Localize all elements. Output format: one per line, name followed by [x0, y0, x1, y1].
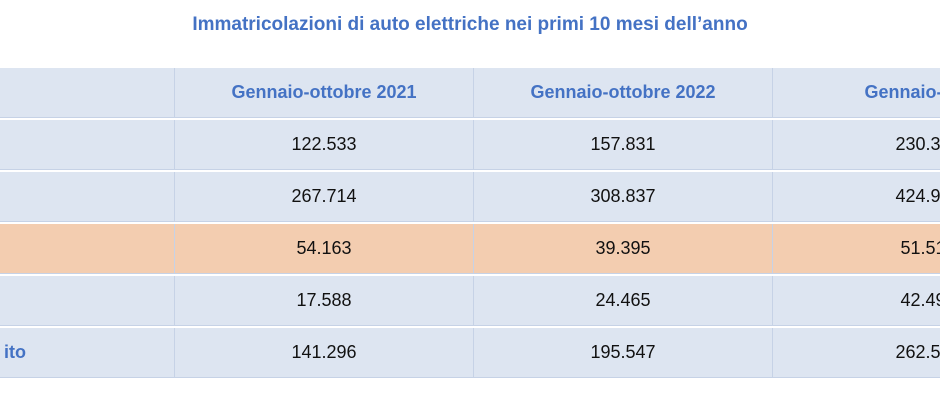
- header-cell-2021: Gennaio-ottobre 2021: [175, 68, 474, 117]
- header-cell-2023: Gennaio-ottol: [864, 82, 940, 102]
- row-label: [0, 276, 175, 325]
- table-row: 17.588 24.465 42.49: [0, 276, 940, 326]
- row-label: [0, 172, 175, 221]
- table-row: 122.533 157.831 230.35: [0, 120, 940, 170]
- table-cell: 157.831: [474, 120, 773, 169]
- header-cell-2022: Gennaio-ottobre 2022: [474, 68, 773, 117]
- table-cell: 262.53: [895, 342, 940, 362]
- header-cell-label: [0, 68, 175, 117]
- chart-title: Immatricolazioni di auto elettriche nei …: [192, 14, 748, 35]
- row-label: [0, 224, 175, 273]
- table-header-row: Gennaio-ottobre 2021 Gennaio-ottobre 202…: [0, 68, 940, 118]
- table-cell: 24.465: [474, 276, 773, 325]
- table-cell: 42.49: [900, 290, 940, 310]
- table-cell: 39.395: [474, 224, 773, 273]
- row-label: [0, 120, 175, 169]
- table-row-highlighted: 54.163 39.395 51.51: [0, 224, 940, 274]
- table-cell: 122.533: [175, 120, 474, 169]
- table-cell: 424.97: [895, 186, 940, 206]
- row-label: ito: [0, 328, 175, 377]
- table-cell: 308.837: [474, 172, 773, 221]
- table-cell: 141.296: [175, 328, 474, 377]
- table-cell: 54.163: [175, 224, 474, 273]
- table-cell: 230.35: [895, 134, 940, 154]
- table-cell: 267.714: [175, 172, 474, 221]
- table-cell: 51.51: [900, 238, 940, 258]
- table-cell: 195.547: [474, 328, 773, 377]
- table-cell: 17.588: [175, 276, 474, 325]
- table-row: 267.714 308.837 424.97: [0, 172, 940, 222]
- table-row: ito 141.296 195.547 262.53: [0, 328, 940, 378]
- data-table: Gennaio-ottobre 2021 Gennaio-ottobre 202…: [0, 68, 940, 380]
